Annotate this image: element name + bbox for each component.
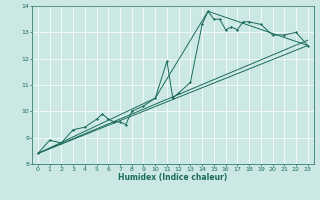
X-axis label: Humidex (Indice chaleur): Humidex (Indice chaleur) — [118, 173, 228, 182]
